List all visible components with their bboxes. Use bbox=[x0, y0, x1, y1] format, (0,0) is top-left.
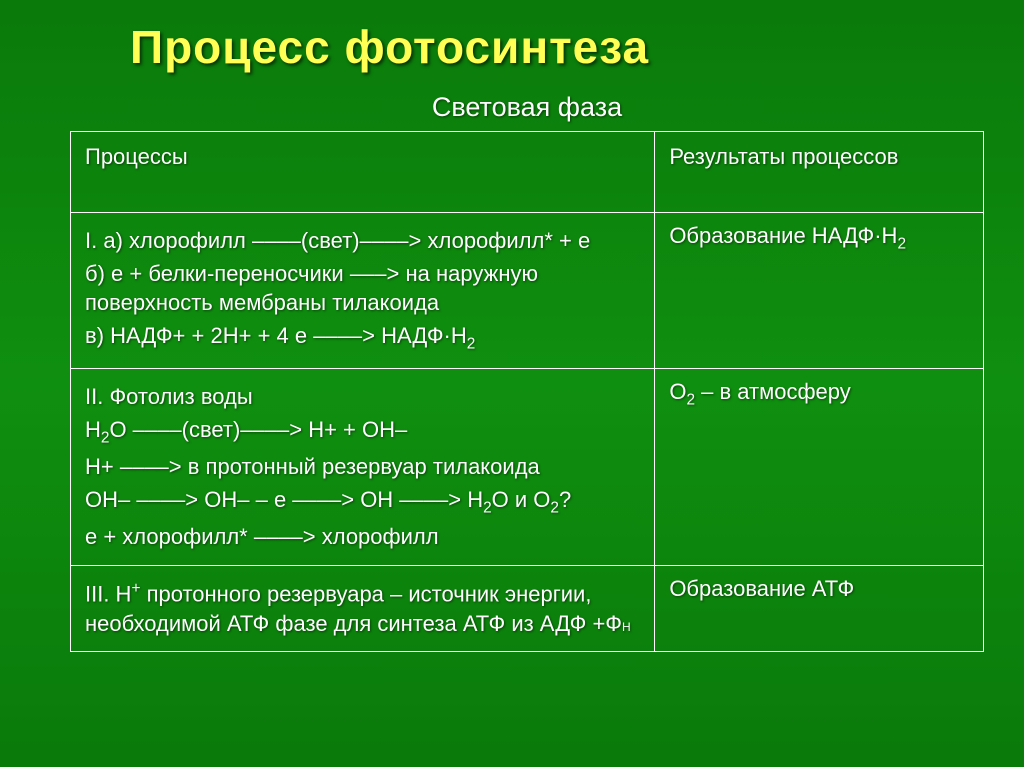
process-line: II. Фотолиз воды bbox=[85, 382, 640, 412]
table-row: II. Фотолиз воды H2O ––––(свет)––––> H+ … bbox=[71, 369, 984, 565]
result-cell-2: O2 – в атмосферу bbox=[655, 369, 984, 565]
process-line: III. H+ протонного резервуара – источник… bbox=[85, 579, 640, 639]
header-results: Результаты процессов bbox=[655, 132, 984, 213]
phase-table: Процессы Результаты процессов I. а) хлор… bbox=[70, 131, 984, 652]
table-header-row: Процессы Результаты процессов bbox=[71, 132, 984, 213]
process-line: H+ ––––> в протонный резервуар тилакоида bbox=[85, 452, 640, 482]
process-cell-1: I. а) хлорофилл ––––(свет)––––> хлорофил… bbox=[71, 213, 655, 369]
result-cell-3: Образование АТФ bbox=[655, 565, 984, 652]
table-row: I. а) хлорофилл ––––(свет)––––> хлорофил… bbox=[71, 213, 984, 369]
process-cell-3: III. H+ протонного резервуара – источник… bbox=[71, 565, 655, 652]
process-line: в) НАДФ+ + 2H+ + 4 e ––––> НАДФ·H2 bbox=[85, 321, 640, 355]
process-line: e + хлорофилл* ––––> хлорофилл bbox=[85, 522, 640, 552]
process-line: б) e + белки-переносчики –––> на наружну… bbox=[85, 259, 640, 318]
process-cell-2: II. Фотолиз воды H2O ––––(свет)––––> H+ … bbox=[71, 369, 655, 565]
process-line: H2O ––––(свет)––––> H+ + OH– bbox=[85, 415, 640, 449]
table-row: III. H+ протонного резервуара – источник… bbox=[71, 565, 984, 652]
process-line: I. а) хлорофилл ––––(свет)––––> хлорофил… bbox=[85, 226, 640, 256]
main-title: Процесс фотосинтеза bbox=[130, 20, 984, 74]
header-processes: Процессы bbox=[71, 132, 655, 213]
result-cell-1: Образование НАДФ·H2 bbox=[655, 213, 984, 369]
process-line: OH– ––––> OH– – e ––––> OH ––––> H2O и O… bbox=[85, 485, 640, 519]
subtitle: Световая фаза bbox=[70, 92, 984, 123]
